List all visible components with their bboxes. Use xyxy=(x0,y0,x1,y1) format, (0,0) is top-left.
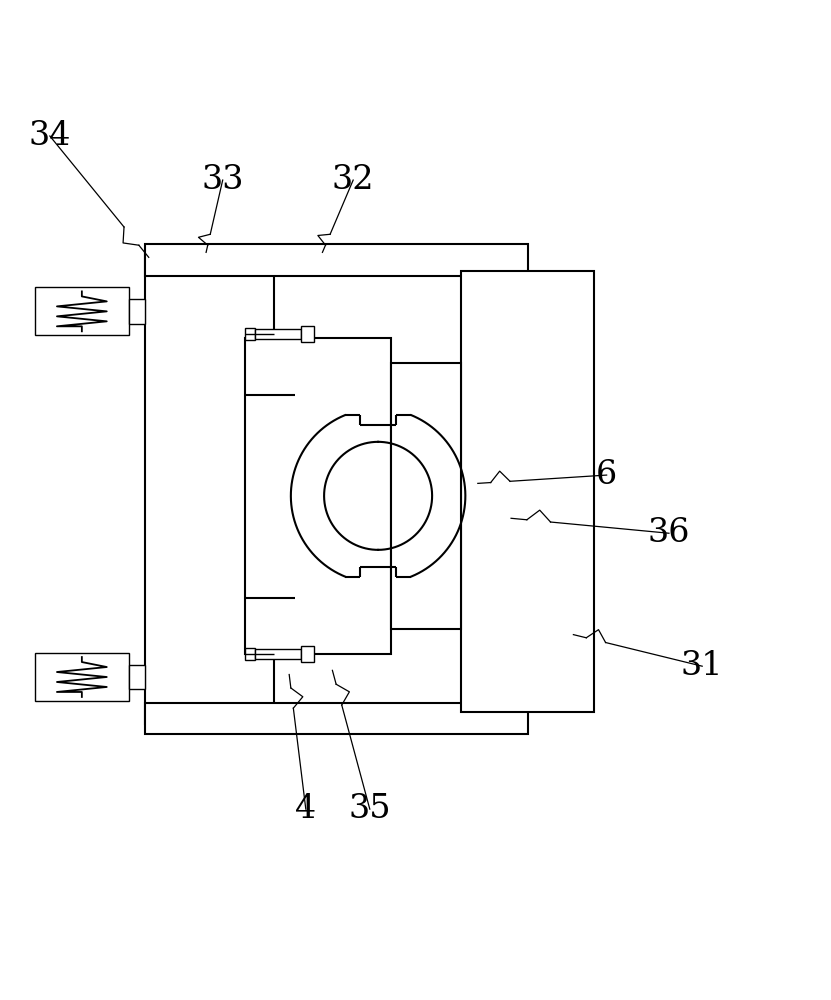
Bar xyxy=(145,703,528,734)
Bar xyxy=(35,287,129,335)
Bar xyxy=(35,653,129,701)
Bar xyxy=(245,338,391,654)
Text: 4: 4 xyxy=(295,793,317,825)
Text: 34: 34 xyxy=(29,120,71,152)
Bar xyxy=(145,244,528,276)
Bar xyxy=(255,329,301,339)
Text: 32: 32 xyxy=(332,164,375,196)
Bar xyxy=(245,328,255,340)
Bar xyxy=(301,326,314,342)
Text: 6: 6 xyxy=(596,459,617,491)
Bar xyxy=(145,251,274,724)
Text: 35: 35 xyxy=(348,793,391,825)
Bar xyxy=(391,363,461,629)
Bar xyxy=(129,665,145,689)
Text: 31: 31 xyxy=(681,650,724,682)
Bar xyxy=(245,648,255,660)
Bar xyxy=(301,646,314,662)
Bar xyxy=(129,299,145,324)
Text: 36: 36 xyxy=(647,517,691,549)
Bar xyxy=(461,271,594,712)
Bar xyxy=(255,649,301,659)
Text: 33: 33 xyxy=(201,164,244,196)
